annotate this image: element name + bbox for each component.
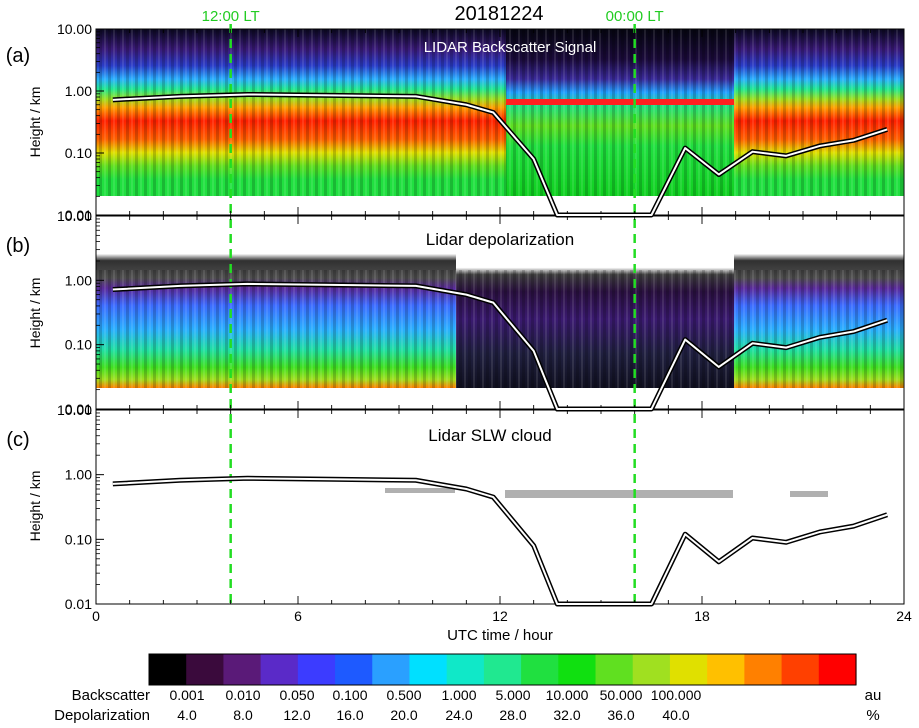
panel-b-ytick-label: 1.00 <box>65 272 92 288</box>
x-tick-label: 12 <box>492 608 508 624</box>
colorbar-value-depolarization: 32.0 <box>553 707 580 723</box>
colorbar-swatch <box>297 654 336 685</box>
panel-c-title: Lidar SLW cloud <box>428 426 551 445</box>
colorbar-value-backscatter: 0.010 <box>225 687 260 703</box>
colorbar-value-depolarization: 36.0 <box>607 707 634 723</box>
panel-c-boundary-line <box>112 477 888 605</box>
colorbar-swatch <box>744 654 783 685</box>
x-axis-label: UTC time / hour <box>447 627 553 644</box>
panel-c-slw-cloud-3 <box>790 491 828 497</box>
colorbar-value-backscatter: 5.000 <box>495 687 530 703</box>
panel-b-ytick-label: 10.00 <box>57 208 92 224</box>
x-tick-label: 18 <box>694 608 710 624</box>
colorbar-swatch <box>707 654 745 685</box>
colorbar-swatch <box>186 654 225 685</box>
panel-a-ytick-label: 1.00 <box>65 83 92 99</box>
colorbar-swatch <box>781 654 820 685</box>
panel-b-ytick-label: 0.10 <box>65 337 92 353</box>
panel-a-ytick-label: 0.10 <box>65 145 92 161</box>
panel-b-letter: (b) <box>6 235 30 257</box>
colorbar-swatch <box>335 654 373 685</box>
colorbar-row-label-backscatter: Backscatter <box>72 687 150 704</box>
colorbar-value-depolarization: 20.0 <box>390 707 417 723</box>
x-tick-label: 0 <box>92 608 100 624</box>
panel-b-ylabel: Height / km <box>27 278 43 349</box>
panel-b-boundary-line <box>112 282 888 410</box>
panel-c-ylabel: Height / km <box>27 471 43 542</box>
colorbar-swatch <box>372 654 411 685</box>
colorbar-swatch <box>521 654 559 685</box>
colorbar-swatch <box>149 654 187 685</box>
colorbar-value-depolarization: 4.0 <box>177 707 197 723</box>
colorbar-value-backscatter: 0.001 <box>169 687 204 703</box>
colorbar-value-depolarization: 24.0 <box>445 707 472 723</box>
colorbar-value-depolarization: 8.0 <box>233 707 253 723</box>
panel-a-title: LIDAR Backscatter Signal <box>424 39 597 56</box>
colorbar-value-backscatter: 10.000 <box>546 687 589 703</box>
colorbar-row-label-depolarization: Depolarization <box>54 707 150 724</box>
colorbar-value-depolarization: 16.0 <box>336 707 363 723</box>
panel-b-ytick-label: 0.01 <box>65 401 92 417</box>
local-time-marker-label-1: 12:00 LT <box>202 8 260 25</box>
date-label: 20181224 <box>455 3 544 25</box>
colorbar-swatch <box>483 654 522 685</box>
panel-a-ylabel: Height / km <box>27 87 43 158</box>
colorbar-swatch <box>446 654 485 685</box>
colorbar-value-backscatter: 0.500 <box>386 687 421 703</box>
colorbar-frame <box>148 653 857 686</box>
panel-c-letter: (c) <box>6 429 29 451</box>
colorbar-value-depolarization: 12.0 <box>283 707 310 723</box>
colorbar-swatch <box>223 654 262 685</box>
colorbar-unit-depolarization: % <box>866 707 879 724</box>
colorbar-value-depolarization: 40.0 <box>662 707 689 723</box>
panel-a-boundary-line <box>112 93 888 216</box>
panel-c-slw-cloud-1 <box>385 488 455 493</box>
colorbar-value-backscatter: 0.100 <box>332 687 367 703</box>
plot-overlays: 0.010.101.0010.000.010.101.0010.000.010.… <box>57 21 912 624</box>
panel-c-ytick-label: 0.10 <box>65 531 92 547</box>
panel-b-title: Lidar depolarization <box>426 230 574 249</box>
colorbar-swatch <box>558 654 597 685</box>
panel-a-ytick-label: 0.01 <box>65 207 92 223</box>
panel-a: LIDAR Backscatter Signal (a) Height / km <box>6 28 905 216</box>
colorbar-unit-backscatter: au <box>865 687 882 704</box>
panel-a-ytick-label: 10.00 <box>57 21 92 37</box>
colorbar-swatch <box>595 654 634 685</box>
panel-b: Lidar depolarization (b) Height / km <box>6 215 905 410</box>
colorbar-value-backscatter: 1.000 <box>441 687 476 703</box>
colorbar-value-backscatter: 0.050 <box>279 687 314 703</box>
panel-b-texture <box>96 270 904 388</box>
x-tick-label: 6 <box>294 608 302 624</box>
colorbar-swatch <box>669 654 708 685</box>
x-tick-label: 24 <box>896 608 912 624</box>
colorbar-swatch <box>818 654 857 685</box>
colorbar-value-backscatter: 50.000 <box>600 687 643 703</box>
panel-c: Lidar SLW cloud (c) Height / km <box>6 409 905 605</box>
panel-a-letter: (a) <box>6 45 30 67</box>
colorbar-swatch <box>409 654 448 685</box>
panel-c-slw-cloud-2 <box>505 490 733 498</box>
panel-c-ytick-label: 0.01 <box>65 596 92 612</box>
colorbar-swatch <box>260 654 299 685</box>
colorbar-swatch <box>632 654 671 685</box>
colorbar: 0.001 0.010 0.050 0.100 0.500 1.000 5.000 10.00… <box>149 654 857 723</box>
panel-c-ytick-label: 10.00 <box>57 402 92 418</box>
local-time-marker-label-2: 00:00 LT <box>606 8 664 25</box>
colorbar-value-backscatter: 100.000 <box>651 687 702 703</box>
panel-c-ytick-label: 1.00 <box>65 467 92 483</box>
panel-a-cloud-layer <box>506 99 734 105</box>
colorbar-value-depolarization: 28.0 <box>499 707 526 723</box>
